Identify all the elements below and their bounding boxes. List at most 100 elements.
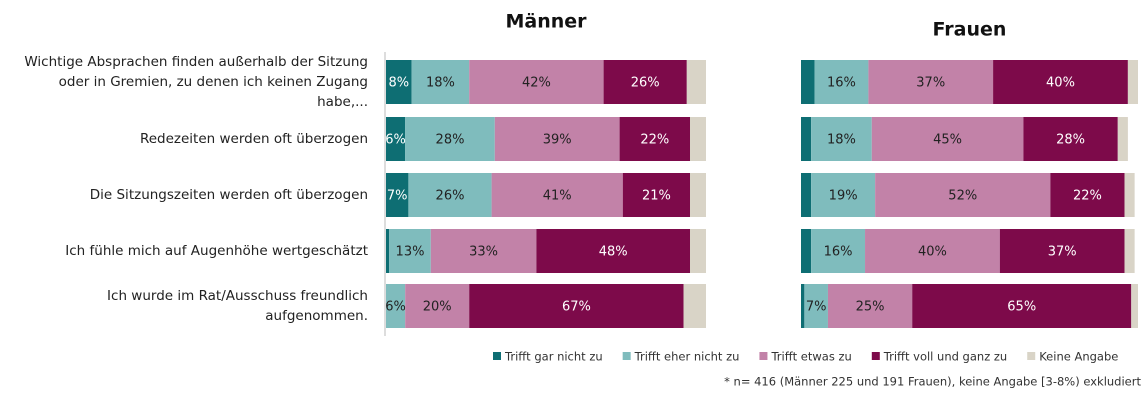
bar-segment bbox=[690, 117, 706, 161]
bar-segment bbox=[408, 173, 492, 217]
value-label: 19% bbox=[829, 189, 858, 204]
bar-segment bbox=[811, 117, 872, 161]
bar-segment bbox=[469, 284, 684, 328]
legend-swatch bbox=[622, 352, 631, 360]
value-label: 26% bbox=[631, 76, 660, 91]
value-label: 20% bbox=[423, 300, 452, 315]
legend-swatch bbox=[871, 352, 880, 360]
bar-segment bbox=[827, 284, 913, 328]
bar-segment bbox=[386, 284, 406, 328]
bar-segment bbox=[411, 60, 470, 104]
bar-segment bbox=[491, 173, 623, 217]
bar-segment bbox=[871, 117, 1024, 161]
bar-segment bbox=[1023, 117, 1118, 161]
value-label: 28% bbox=[436, 133, 465, 148]
bar-segment bbox=[690, 229, 706, 273]
bar-segment bbox=[801, 173, 812, 217]
bar-segment bbox=[389, 229, 431, 273]
bar-segment bbox=[386, 229, 390, 273]
footnote: * n= 416 (Männer 225 und 191 Frauen), ke… bbox=[724, 375, 1141, 389]
bar-segment bbox=[619, 117, 690, 161]
bar-segment bbox=[814, 60, 869, 104]
bar-segment bbox=[801, 117, 812, 161]
bar-segment bbox=[603, 60, 687, 104]
value-label: 45% bbox=[933, 133, 962, 148]
bar-segment bbox=[993, 60, 1128, 104]
value-label: 18% bbox=[827, 133, 856, 148]
value-label: 26% bbox=[436, 189, 465, 204]
bar-segment bbox=[494, 117, 620, 161]
value-label: 7% bbox=[806, 300, 827, 315]
value-label: 25% bbox=[856, 300, 885, 315]
bar-segment bbox=[811, 229, 866, 273]
legend-label: Trifft etwas zu bbox=[770, 350, 851, 364]
bar-segment bbox=[690, 173, 706, 217]
bar-segment bbox=[868, 60, 994, 104]
bar-segment bbox=[999, 229, 1125, 273]
category-label: Wichtige Absprachen finden außerhalb der… bbox=[24, 54, 368, 110]
value-label: 8% bbox=[388, 76, 409, 91]
bar-segment bbox=[1124, 229, 1135, 273]
bar-segment bbox=[622, 173, 690, 217]
value-label: 13% bbox=[396, 245, 425, 260]
bar-segment bbox=[865, 229, 1000, 273]
bar-segment bbox=[912, 284, 1132, 328]
bar-segment bbox=[1050, 173, 1125, 217]
legend-swatch bbox=[493, 352, 501, 360]
bar-segment bbox=[1131, 284, 1138, 328]
value-label: 33% bbox=[469, 245, 498, 260]
value-label: 52% bbox=[948, 189, 977, 204]
value-label: 67% bbox=[562, 300, 591, 315]
bar-segment bbox=[686, 60, 706, 104]
bar-segment bbox=[386, 60, 412, 104]
value-label: 65% bbox=[1007, 300, 1036, 315]
bar-segment bbox=[875, 173, 1051, 217]
value-label: 41% bbox=[543, 189, 572, 204]
bar-segment bbox=[405, 117, 495, 161]
value-label: 28% bbox=[1056, 133, 1085, 148]
value-label: 16% bbox=[827, 76, 856, 91]
bar-segment bbox=[801, 60, 815, 104]
bar-segment bbox=[469, 60, 604, 104]
bar-segment bbox=[1127, 60, 1138, 104]
bar-segment bbox=[801, 229, 812, 273]
bar-segment bbox=[804, 284, 828, 328]
category-label: Ich wurde im Rat/Ausschuss freundlich au… bbox=[107, 288, 368, 324]
bar-segment bbox=[801, 284, 805, 328]
bar-segment bbox=[430, 229, 537, 273]
value-label: 6% bbox=[385, 300, 406, 315]
legend-label: Trifft eher nicht zu bbox=[634, 350, 740, 364]
bar-segment bbox=[1117, 117, 1128, 161]
bar-segment bbox=[405, 284, 470, 328]
bar-segment bbox=[683, 284, 706, 328]
category-label: Die Sitzungszeiten werden oft überzogen bbox=[89, 187, 368, 203]
legend-swatch bbox=[1027, 352, 1036, 360]
bar-segment bbox=[1124, 173, 1135, 217]
bar-segment bbox=[536, 229, 690, 273]
value-label: 22% bbox=[1073, 189, 1102, 204]
value-label: 37% bbox=[1048, 245, 1077, 260]
value-label: 22% bbox=[640, 133, 669, 148]
bar-segment bbox=[811, 173, 876, 217]
category-label: Ich fühle mich auf Augenhöhe wertgeschät… bbox=[65, 243, 368, 259]
value-label: 37% bbox=[916, 76, 945, 91]
value-label: 18% bbox=[426, 76, 455, 91]
value-label: 42% bbox=[522, 76, 551, 91]
panel-title: Männer bbox=[505, 11, 587, 33]
value-label: 48% bbox=[599, 245, 628, 260]
value-label: 40% bbox=[918, 245, 947, 260]
value-label: 16% bbox=[824, 245, 853, 260]
bar-segment bbox=[386, 117, 406, 161]
category-label: Redezeiten werden oft überzogen bbox=[139, 131, 368, 147]
value-label: 39% bbox=[543, 133, 572, 148]
value-label: 21% bbox=[642, 189, 671, 204]
value-label: 40% bbox=[1046, 76, 1075, 91]
legend-label: Trifft gar nicht zu bbox=[504, 350, 603, 364]
legend-label: Keine Angabe bbox=[1039, 350, 1118, 364]
value-label: 6% bbox=[385, 133, 406, 148]
legend-label: Trifft voll und ganz zu bbox=[883, 350, 1007, 364]
bar-segment bbox=[386, 173, 409, 217]
panel-title: Frauen bbox=[933, 19, 1007, 41]
